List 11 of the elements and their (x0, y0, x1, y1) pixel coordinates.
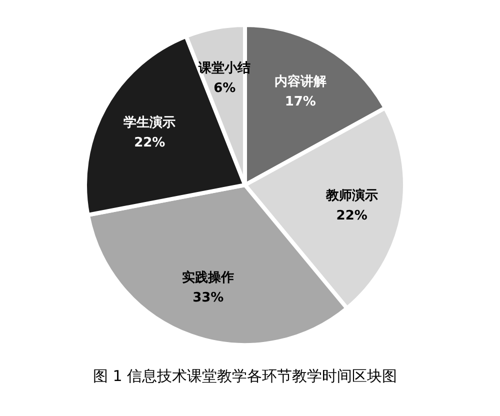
slice-label: 课堂小结 (198, 60, 251, 76)
data-label: 22% (336, 208, 368, 224)
slice-label: 实践操作 (182, 269, 234, 286)
slice-label: 内容讲解 (274, 73, 326, 90)
data-label: 33% (192, 290, 224, 306)
data-label: 6% (214, 81, 236, 96)
slice-label: 教师演示 (324, 187, 378, 204)
data-label: 22% (134, 136, 166, 151)
slice-label: 学生演示 (124, 114, 176, 131)
data-label: 17% (284, 94, 316, 110)
text: 图 1 信息技术课堂教学各环节教学时间区块图 (92, 367, 398, 385)
